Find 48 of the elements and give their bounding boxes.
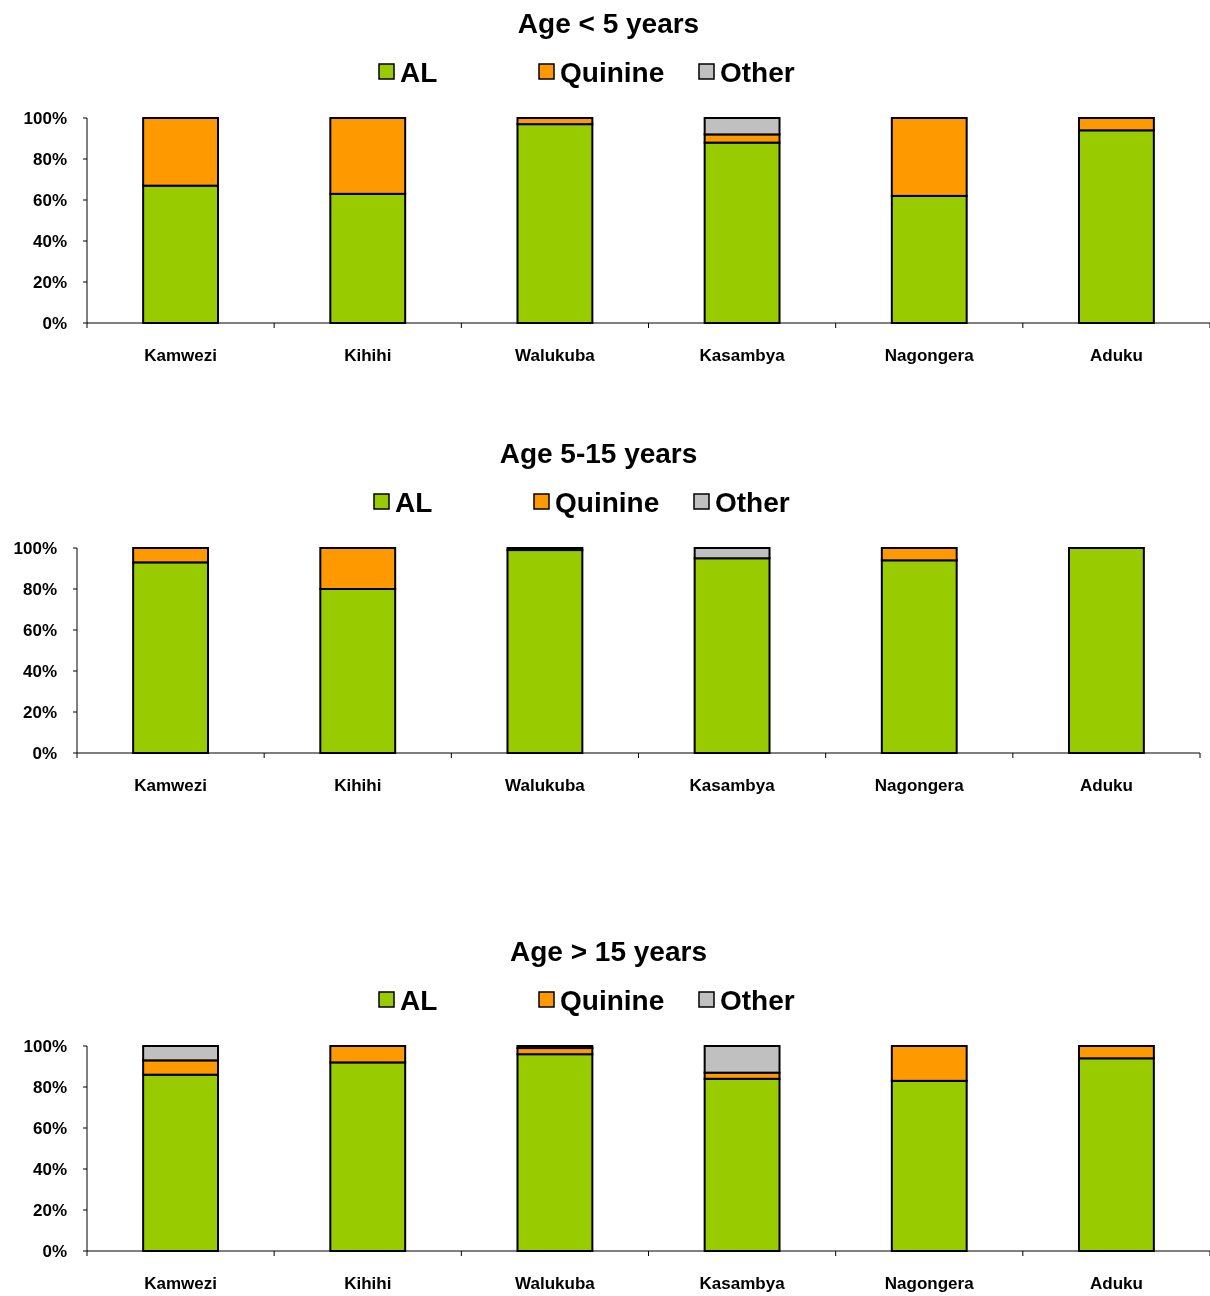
y-tick-label: 80% <box>32 150 67 169</box>
y-tick-label: 60% <box>22 621 57 640</box>
legend-label: AL <box>395 487 433 518</box>
x-tick-label: Kamwezi <box>134 776 207 795</box>
y-tick-label: 40% <box>22 662 57 681</box>
chart-title: Age 5-15 years <box>499 438 698 469</box>
legend-label: Quinine <box>560 985 665 1016</box>
x-tick-label: Walukuba <box>515 1274 596 1293</box>
y-tick-label: 40% <box>32 1160 67 1179</box>
x-tick-label: Kasambya <box>689 776 776 795</box>
chart-title: Age > 15 years <box>510 936 707 967</box>
x-tick-label: Kasambya <box>699 1274 786 1293</box>
y-tick-label: 80% <box>22 580 57 599</box>
x-tick-label: Aduku <box>1089 1274 1143 1293</box>
y-tick-label: 40% <box>32 232 67 251</box>
x-tick-label: Nagongera <box>884 346 975 365</box>
x-tick-label: Kasambya <box>699 346 786 365</box>
y-tick-label: 80% <box>32 1078 67 1097</box>
x-tick-label: Walukuba <box>515 346 596 365</box>
legend-label: Other <box>720 57 795 88</box>
y-tick-label: 20% <box>32 273 67 292</box>
y-tick-label: 20% <box>22 703 57 722</box>
y-tick-label: 0% <box>32 744 57 763</box>
x-tick-label: Kamwezi <box>144 346 217 365</box>
y-tick-label: 100% <box>23 109 67 128</box>
x-tick-label: Aduku <box>1079 776 1133 795</box>
x-tick-label: Aduku <box>1089 346 1143 365</box>
legend-label: AL <box>400 57 438 88</box>
x-tick-label: Kihihi <box>334 776 382 795</box>
x-tick-label: Nagongera <box>884 1274 975 1293</box>
y-tick-label: 60% <box>32 1119 67 1138</box>
legend-label: Other <box>720 985 795 1016</box>
x-tick-label: Kihihi <box>344 346 392 365</box>
y-tick-label: 0% <box>42 1242 67 1261</box>
y-tick-label: 100% <box>23 1037 67 1056</box>
x-tick-label: Kihihi <box>344 1274 392 1293</box>
y-tick-label: 100% <box>13 539 57 558</box>
y-tick-label: 0% <box>42 314 67 333</box>
y-tick-label: 60% <box>32 191 67 210</box>
x-tick-label: Nagongera <box>874 776 965 795</box>
x-tick-label: Kamwezi <box>144 1274 217 1293</box>
y-tick-label: 20% <box>32 1201 67 1220</box>
legend-label: AL <box>400 985 438 1016</box>
legend-label: Quinine <box>555 487 660 518</box>
chart-title: Age < 5 years <box>517 8 700 39</box>
x-tick-label: Walukuba <box>505 776 586 795</box>
legend-label: Other <box>715 487 790 518</box>
legend-label: Quinine <box>560 57 665 88</box>
